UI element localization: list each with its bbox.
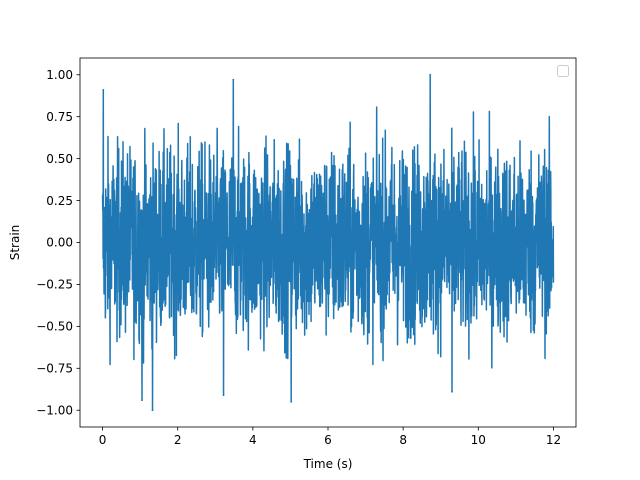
peak-point	[102, 88, 105, 91]
y-tick-label: 0.75	[46, 110, 73, 124]
x-axis-label: Time (s)	[303, 457, 353, 471]
y-tick-label: −0.50	[36, 320, 73, 334]
peak-point	[451, 390, 453, 393]
y-tick-label: −1.00	[36, 403, 73, 417]
y-axis-ticks: −1.00 −0.75 −0.50 −0.25 0.00 0.25 0.50 0.75 1.00	[36, 68, 80, 417]
y-tick-label: 0.50	[46, 152, 73, 166]
y-tick-label: 0.00	[46, 236, 73, 250]
x-tick-label: 4	[249, 433, 257, 447]
x-tick-label: 2	[174, 433, 182, 447]
x-tick-label: 0	[99, 433, 107, 447]
x-tick-label: 10	[471, 433, 486, 447]
y-tick-label: −0.25	[36, 278, 73, 292]
series-layer	[101, 73, 555, 412]
peak-point	[141, 399, 143, 402]
peak-point	[290, 400, 293, 403]
peak-point	[151, 409, 154, 412]
peak-point	[232, 78, 235, 81]
y-tick-label: 0.25	[46, 194, 73, 208]
peak-point	[222, 394, 225, 397]
x-tick-label: 8	[399, 433, 407, 447]
y-axis-label: Strain	[8, 225, 22, 261]
x-tick-label: 6	[324, 433, 332, 447]
x-axis-ticks: 0 2 4 6 8 10 12	[99, 427, 561, 447]
series-line	[101, 74, 555, 411]
x-tick-label: 12	[546, 433, 561, 447]
peak-point	[429, 73, 432, 76]
y-tick-label: −0.75	[36, 361, 73, 375]
y-tick-label: 1.00	[46, 68, 73, 82]
legend-box	[557, 65, 569, 77]
